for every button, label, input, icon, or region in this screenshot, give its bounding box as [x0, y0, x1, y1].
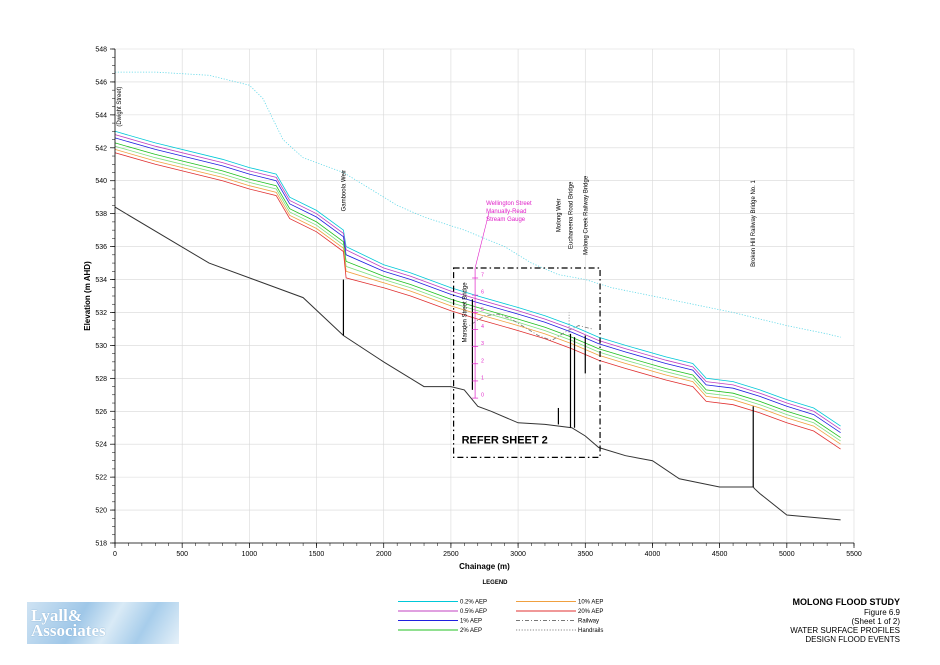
refer-sheet-box: REFER SHEET 2 — [452, 267, 601, 458]
y-tick-label: 532 — [95, 310, 107, 317]
structure-label: Molong Creek Railway Bridge — [583, 175, 589, 255]
y-tick-label: 548 — [95, 47, 107, 54]
logo-text: Lyall& Associates — [31, 606, 106, 640]
y-tick-label: 524 — [95, 442, 107, 449]
gauge-label: Stream Gauge — [486, 217, 526, 223]
y-tick-label: 530 — [95, 343, 107, 350]
x-axis-label: Chainage (m) — [459, 562, 510, 571]
y-tick-label: 526 — [95, 409, 107, 416]
gauge-mark-label: 2 — [481, 358, 484, 364]
x-tick-label: 0 — [113, 551, 117, 558]
gauge-mark-label: 5 — [481, 307, 484, 313]
logo-line-2: Associates — [31, 621, 106, 640]
x-tick-label: 2000 — [376, 551, 392, 558]
y-tick-label: 534 — [95, 277, 107, 284]
series-line — [114, 134, 841, 430]
structure-label: (Dwight Street) — [117, 87, 123, 127]
series-line — [114, 130, 841, 427]
y-tick-label: 544 — [95, 112, 107, 119]
series-line — [114, 206, 841, 521]
legend-label: 0.5% AEP — [460, 609, 487, 615]
series-line — [114, 142, 841, 438]
gauge-leader — [474, 211, 490, 269]
x-tick-label: 5000 — [779, 551, 795, 558]
x-tick-label: 2500 — [443, 551, 459, 558]
y-axis-label: Elevation (m AHD) — [83, 261, 92, 331]
structure-label: Euchareena Road Bridge — [568, 181, 574, 249]
y-tick-label: 520 — [95, 508, 107, 515]
sheet-number: (Sheet 1 of 2) — [851, 617, 900, 626]
gauge-mark-label: 3 — [481, 341, 484, 347]
gauge-label: Wellington Street — [486, 201, 532, 207]
x-tick-label: 1000 — [242, 551, 258, 558]
y-tick-label: 542 — [95, 145, 107, 152]
y-tick-label: 546 — [95, 79, 107, 86]
gauge-mark-label: 0 — [481, 393, 484, 399]
legend-label: 1% AEP — [460, 619, 482, 625]
y-tick-label: 540 — [95, 178, 107, 185]
figure-title-line-2: DESIGN FLOOD EVENTS — [805, 635, 900, 644]
legend-label: Handrails — [578, 628, 603, 634]
legend-label: 0.2% AEP — [460, 600, 487, 606]
x-tick-label: 3000 — [510, 551, 526, 558]
lyall-associates-logo: Lyall& Associates — [27, 602, 179, 644]
x-tick-label: 4500 — [712, 551, 728, 558]
series-line — [115, 71, 841, 338]
series-line — [464, 313, 593, 341]
structure-label: Gamboola Weir — [341, 170, 347, 212]
y-tick-label: 518 — [95, 541, 107, 548]
gauge-mark-label: 7 — [481, 273, 484, 279]
legend-label: 20% AEP — [578, 609, 603, 615]
structures — [342, 279, 754, 488]
x-tick-label: 3500 — [577, 551, 593, 558]
series-line — [114, 137, 841, 434]
x-tick-label: 5500 — [846, 551, 862, 558]
x-tick-label: 4000 — [645, 551, 661, 558]
gauge-mark-label: 1 — [481, 375, 484, 381]
refer-sheet-label: REFER SHEET 2 — [462, 434, 548, 446]
legend-label: Railway — [578, 619, 599, 625]
annotations: (Dwight Street) Gamboola Weir Marsden Stre… — [117, 87, 757, 343]
y-tick-label: 536 — [95, 244, 107, 251]
axes: 0 500 1000 1500 2000 2500 3000 3500 4000 4500 5000… — [83, 47, 862, 572]
grid — [114, 48, 855, 544]
series-lines — [114, 71, 841, 521]
y-tick-label: 522 — [95, 475, 107, 482]
figure-title-line-1: WATER SURFACE PROFILES — [790, 626, 900, 635]
structure-label: Broken Hill Railway Bridge No. 1 — [751, 180, 757, 267]
series-line — [114, 149, 841, 445]
figure-number: Figure 6.9 — [863, 608, 900, 617]
flood-profile-chart: (Dwight Street) Gamboola Weir Marsden Stre… — [83, 47, 862, 587]
series-line — [114, 152, 841, 450]
legend-title: LEGEND — [482, 580, 508, 586]
y-tick-label: 528 — [95, 376, 107, 383]
series-line — [114, 145, 841, 442]
x-tick-label: 500 — [176, 551, 188, 558]
legend-label: 2% AEP — [460, 628, 482, 634]
gauge-mark-label: 4 — [481, 324, 484, 330]
study-title: MOLONG FLOOD STUDY — [792, 597, 901, 607]
y-tick-label: 538 — [95, 211, 107, 218]
refer-box-outline — [452, 267, 601, 458]
structure-label: Molong Weir — [556, 199, 562, 233]
gauge-mark-label: 6 — [481, 290, 484, 296]
legend-label: 10% AEP — [578, 600, 603, 606]
x-tick-label: 1500 — [309, 551, 325, 558]
stream-gauge: 0 1 2 3 4 5 6 7 Wellington Street Manually-Read St… — [472, 201, 532, 399]
logo-line-1: Lyall& — [31, 606, 83, 625]
legend: LEGEND — [482, 580, 508, 586]
structure-label: Marsden Street Bridge — [462, 282, 468, 343]
gauge-label: Manually-Read — [486, 209, 526, 215]
title-block: MOLONG FLOOD STUDY Figure 6.9 (Sheet 1 o… — [790, 597, 901, 645]
